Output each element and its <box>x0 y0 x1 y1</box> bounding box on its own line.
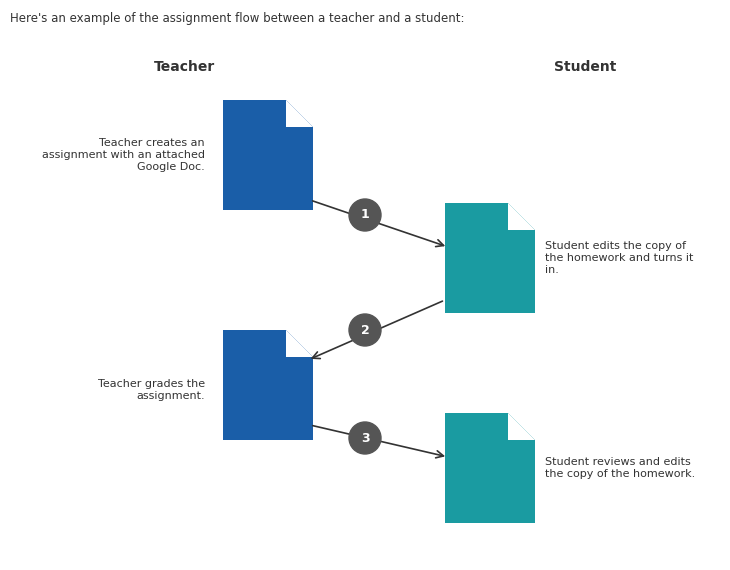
Polygon shape <box>286 330 313 357</box>
Circle shape <box>349 422 381 454</box>
Polygon shape <box>508 203 535 230</box>
Text: 1: 1 <box>361 209 369 222</box>
Text: Student: Student <box>554 60 616 74</box>
Polygon shape <box>445 203 535 313</box>
Text: Teacher: Teacher <box>154 60 215 74</box>
Text: Here's an example of the assignment flow between a teacher and a student:: Here's an example of the assignment flow… <box>10 12 464 25</box>
Polygon shape <box>223 330 313 440</box>
Polygon shape <box>223 100 313 210</box>
Text: 2: 2 <box>361 324 369 336</box>
Text: Student edits the copy of
the homework and turns it
in.: Student edits the copy of the homework a… <box>545 242 693 275</box>
Text: 3: 3 <box>361 431 369 445</box>
Text: Teacher creates an
assignment with an attached
Google Doc.: Teacher creates an assignment with an at… <box>42 139 205 172</box>
Polygon shape <box>445 413 535 523</box>
Text: Student reviews and edits
the copy of the homework.: Student reviews and edits the copy of th… <box>545 457 695 479</box>
Text: Teacher grades the
assignment.: Teacher grades the assignment. <box>98 379 205 401</box>
Polygon shape <box>286 100 313 127</box>
Polygon shape <box>508 413 535 440</box>
Circle shape <box>349 199 381 231</box>
Circle shape <box>349 314 381 346</box>
